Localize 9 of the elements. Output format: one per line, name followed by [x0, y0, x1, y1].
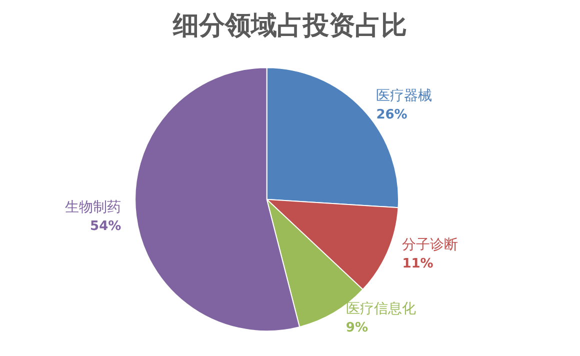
data-label: 26%: [376, 108, 408, 123]
chart-title: 细分领域占投资占比: [172, 11, 407, 41]
data-label: 11%: [402, 256, 434, 272]
slice-label: 医疗器械: [376, 88, 432, 104]
data-label: 9%: [346, 320, 368, 336]
data-label: 54%: [90, 219, 122, 234]
slice-label: 医疗信息化: [346, 300, 416, 317]
slice-label: 生物制药: [65, 200, 122, 216]
slice-label: 分子诊断: [402, 237, 458, 254]
